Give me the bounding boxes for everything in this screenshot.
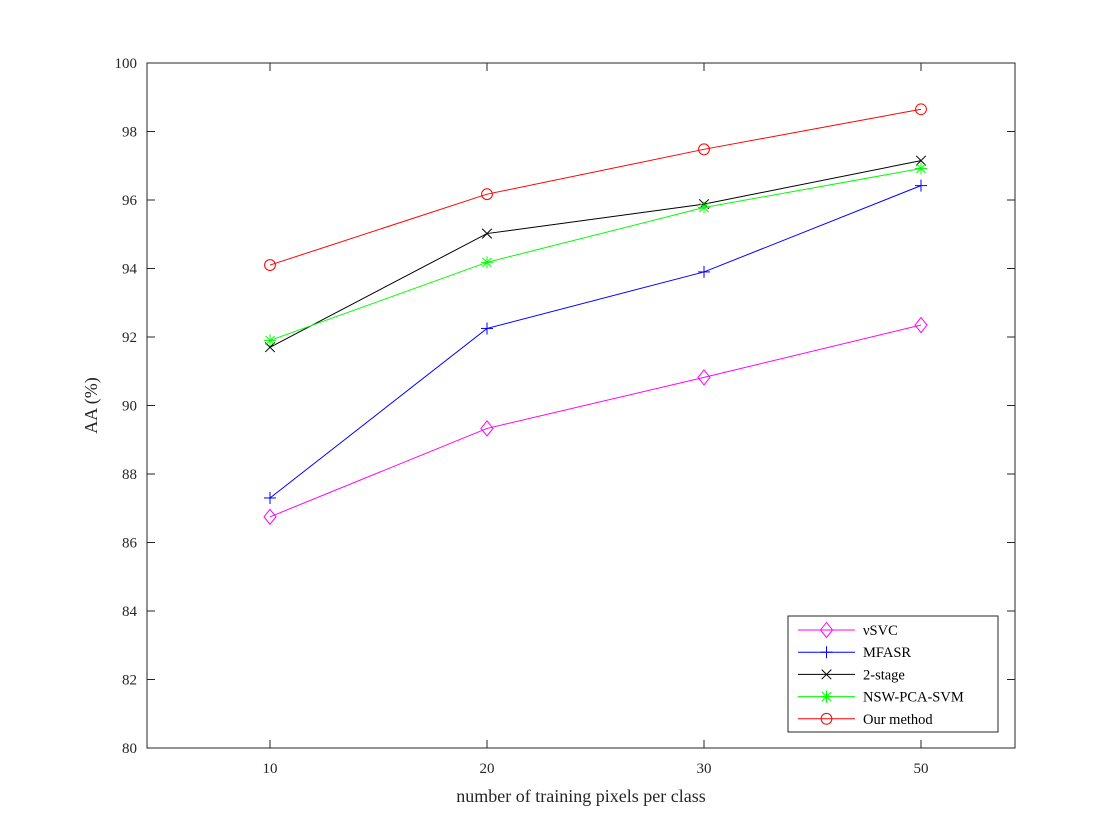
data-point <box>698 201 710 214</box>
series-layer <box>263 103 928 526</box>
series-line <box>269 167 922 341</box>
legend-item: MFASR <box>798 645 911 661</box>
data-point <box>698 143 710 156</box>
series-line <box>269 185 922 499</box>
data-point <box>698 265 710 278</box>
data-point <box>264 334 276 347</box>
series-line <box>269 324 922 518</box>
data-point <box>481 188 493 201</box>
y-tick-label: 84 <box>122 604 138 620</box>
data-point <box>820 712 833 725</box>
y-tick-label: 86 <box>122 536 138 552</box>
y-tick-label: 90 <box>122 399 137 415</box>
data-point <box>820 646 833 659</box>
data-point <box>820 690 833 703</box>
y-tick-label: 98 <box>122 125 137 141</box>
y-tick-label: 94 <box>122 262 138 278</box>
data-point <box>915 162 927 175</box>
legend-label: NSW-PCA-SVM <box>863 690 964 706</box>
data-point <box>264 259 276 271</box>
legend-label: νSVC <box>863 623 898 639</box>
x-tick-label: 50 <box>914 761 929 777</box>
series-5 <box>264 103 927 271</box>
x-tick-label: 10 <box>263 761 278 777</box>
data-point <box>480 420 494 437</box>
series-1 <box>263 316 928 526</box>
series-2 <box>264 179 927 504</box>
y-tick-label: 92 <box>122 330 137 346</box>
data-point <box>915 179 927 192</box>
x-axis-title: number of training pixels per class <box>456 786 705 806</box>
series-line <box>269 108 922 266</box>
legend-label: MFASR <box>863 645 911 661</box>
y-tick-label: 96 <box>122 193 138 209</box>
data-point <box>697 369 711 386</box>
x-tick-label: 20 <box>480 761 495 777</box>
data-point <box>915 103 927 116</box>
data-point <box>481 256 493 269</box>
data-point <box>819 621 834 639</box>
data-point <box>915 155 927 166</box>
legend-label: 2-stage <box>863 667 905 683</box>
y-tick-label: 80 <box>122 741 137 757</box>
legend: νSVC MFASR 2-stage NSW-PCA-SVM Our method <box>787 615 999 733</box>
series-line <box>269 160 922 348</box>
legend-item: NSW-PCA-SVM <box>798 690 964 706</box>
data-point <box>914 316 928 334</box>
axis-ticks: 80 82 84 86 88 90 92 94 96 98 100 10 20 30 50 <box>115 56 1015 777</box>
y-tick-label: 88 <box>122 467 137 483</box>
data-point <box>821 669 832 680</box>
data-point <box>263 508 277 526</box>
x-tick-label: 30 <box>697 761 712 777</box>
data-point <box>264 491 276 504</box>
data-point <box>481 228 493 239</box>
legend-item: 2-stage <box>798 667 905 683</box>
data-point <box>481 322 493 335</box>
y-axis-title: AA (%) <box>81 377 102 434</box>
y-tick-label: 82 <box>122 673 137 689</box>
legend-item: νSVC <box>798 621 898 639</box>
y-tick-label: 100 <box>115 56 138 72</box>
legend-label: Our method <box>863 712 933 728</box>
legend-item: Our method <box>798 712 933 728</box>
series-4 <box>264 162 927 347</box>
